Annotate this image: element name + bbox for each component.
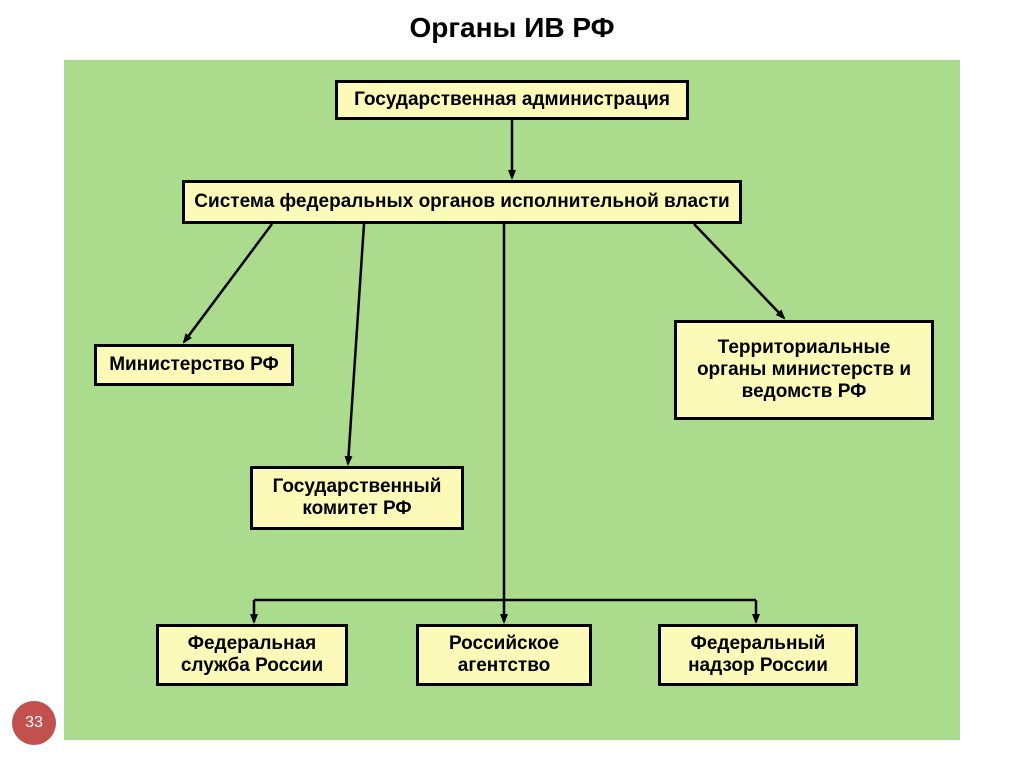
slide: Органы ИВ РФ Государственная администрац… [0,0,1024,767]
page-number-badge: 33 [12,701,56,745]
node-service: Федеральная служба России [156,624,348,686]
edge [348,224,364,464]
node-label: Российское агентство [427,633,581,677]
node-committee: Государственный комитет РФ [250,466,464,530]
edge [694,224,784,318]
node-admin: Государственная администрация [335,80,689,120]
node-system: Система федеральных органов исполнительн… [182,180,742,224]
node-label: Государственный комитет РФ [261,476,453,520]
node-label: Министерство РФ [109,354,279,376]
page-number: 33 [25,714,43,732]
node-agency: Российское агентство [416,624,592,686]
node-label: Федеральный надзор России [669,633,847,677]
node-ministry: Министерство РФ [94,344,294,386]
node-label: Система федеральных органов исполнительн… [194,191,729,213]
edge [184,224,272,342]
node-label: Государственная администрация [354,89,670,111]
node-nadzor: Федеральный надзор России [658,624,858,686]
diagram-canvas: Государственная администрация Система фед… [64,60,960,740]
node-label: Федеральная служба России [167,633,337,677]
node-terr: Территориальные органы министерств и вед… [674,320,934,420]
slide-title: Органы ИВ РФ [0,12,1024,44]
node-label: Территориальные органы министерств и вед… [685,337,923,403]
